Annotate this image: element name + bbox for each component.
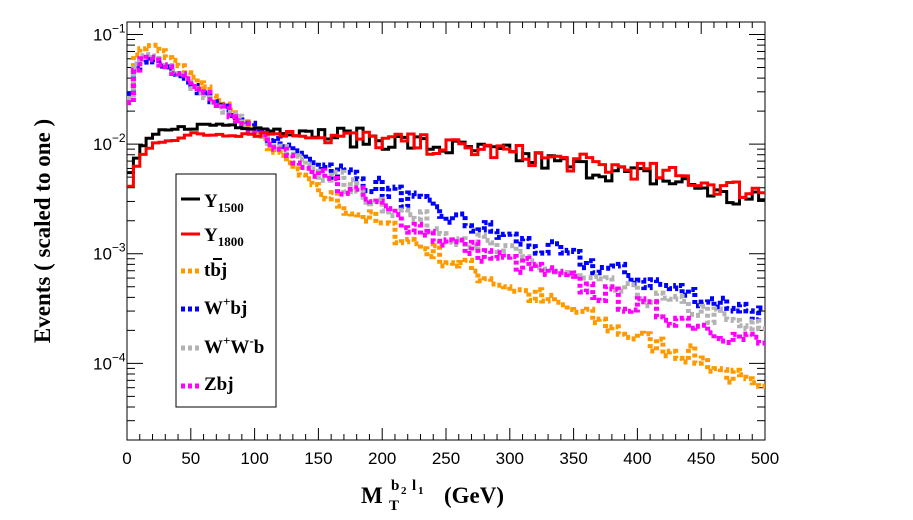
- x-tick-label: 250: [432, 449, 460, 468]
- x-tick-label: 300: [496, 449, 524, 468]
- x-tick-label: 0: [122, 449, 131, 468]
- x-tick-label: 100: [240, 449, 268, 468]
- x-axis-label-sup2-sub: 1: [418, 485, 424, 497]
- y-tick-label: 10−4: [93, 350, 126, 373]
- y-tick-label: 10−2: [93, 131, 126, 154]
- x-axis-label-sub: T: [389, 498, 399, 514]
- x-tick-label: 350: [559, 449, 587, 468]
- x-tick-labels: 0 50 100 150 200 250 300 350 400 450 500: [122, 449, 779, 468]
- legend-label-y1500: Y1500: [204, 191, 244, 215]
- x-axis-label-unit: (GeV): [444, 483, 504, 508]
- x-tick-label: 400: [623, 449, 651, 468]
- y-axis-label: Events ( scaled to one ): [30, 119, 55, 343]
- y-tick-labels: 10−1 10−2 10−3 10−4: [93, 21, 126, 373]
- x-tick-label: 200: [368, 449, 396, 468]
- x-axis-label-sup: b: [391, 478, 399, 494]
- x-axis-label-sup2: l: [412, 478, 416, 494]
- axis-ticks: [126, 22, 766, 441]
- legend-label-zbj: Zbj: [204, 374, 234, 395]
- legend-label-wbj: W+bj: [204, 294, 247, 319]
- x-axis-label-main: M: [361, 483, 383, 508]
- series-layer: [127, 42, 765, 389]
- legend-label-y1800: Y1800: [204, 225, 244, 249]
- legend-label-wwb: W+W-b: [204, 333, 264, 358]
- series-tbj: [127, 42, 765, 389]
- legend-samples: [181, 197, 200, 389]
- y-tick-label: 10−1: [93, 21, 126, 44]
- y-tick-label: 10−3: [93, 241, 126, 264]
- legend-label-tbj: tbj: [204, 260, 227, 281]
- series-zbj: [127, 54, 765, 346]
- series-y1800: [127, 130, 765, 199]
- x-tick-label: 50: [181, 449, 200, 468]
- x-tick-label: 150: [304, 449, 332, 468]
- x-axis-label: M T b 2 l 1 (GeV): [361, 478, 504, 514]
- x-tick-label: 450: [687, 449, 715, 468]
- x-axis-label-sup-sub: 2: [401, 485, 407, 497]
- legend-box: [175, 173, 277, 408]
- legend: Y1500 Y1800 tbj W+bj W+W-b Zbj: [175, 173, 277, 408]
- x-tick-label: 500: [751, 449, 779, 468]
